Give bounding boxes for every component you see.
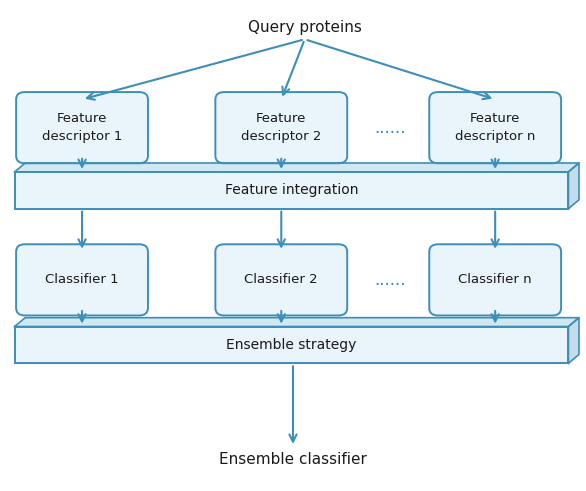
Text: Classifier 2: Classifier 2 xyxy=(244,273,318,286)
Polygon shape xyxy=(15,163,579,172)
Text: ......: ...... xyxy=(374,271,406,289)
Text: Classifier 1: Classifier 1 xyxy=(45,273,119,286)
FancyBboxPatch shape xyxy=(429,245,561,316)
Polygon shape xyxy=(15,318,579,327)
FancyBboxPatch shape xyxy=(215,245,347,316)
Text: Classifier n: Classifier n xyxy=(458,273,532,286)
Polygon shape xyxy=(568,318,579,363)
Text: Feature integration: Feature integration xyxy=(225,183,358,197)
Bar xyxy=(15,172,568,209)
Text: Feature
descriptor 2: Feature descriptor 2 xyxy=(241,112,322,143)
Polygon shape xyxy=(568,163,579,209)
FancyBboxPatch shape xyxy=(429,92,561,163)
Text: Feature
descriptor 1: Feature descriptor 1 xyxy=(42,112,122,143)
Text: Feature
descriptor n: Feature descriptor n xyxy=(455,112,536,143)
FancyBboxPatch shape xyxy=(215,92,347,163)
Text: Query proteins: Query proteins xyxy=(248,20,362,34)
FancyBboxPatch shape xyxy=(16,245,148,316)
Text: Ensemble strategy: Ensemble strategy xyxy=(226,338,357,352)
Text: Ensemble classifier: Ensemble classifier xyxy=(219,452,367,466)
FancyBboxPatch shape xyxy=(16,92,148,163)
Bar xyxy=(15,327,568,363)
Text: ......: ...... xyxy=(374,119,406,136)
